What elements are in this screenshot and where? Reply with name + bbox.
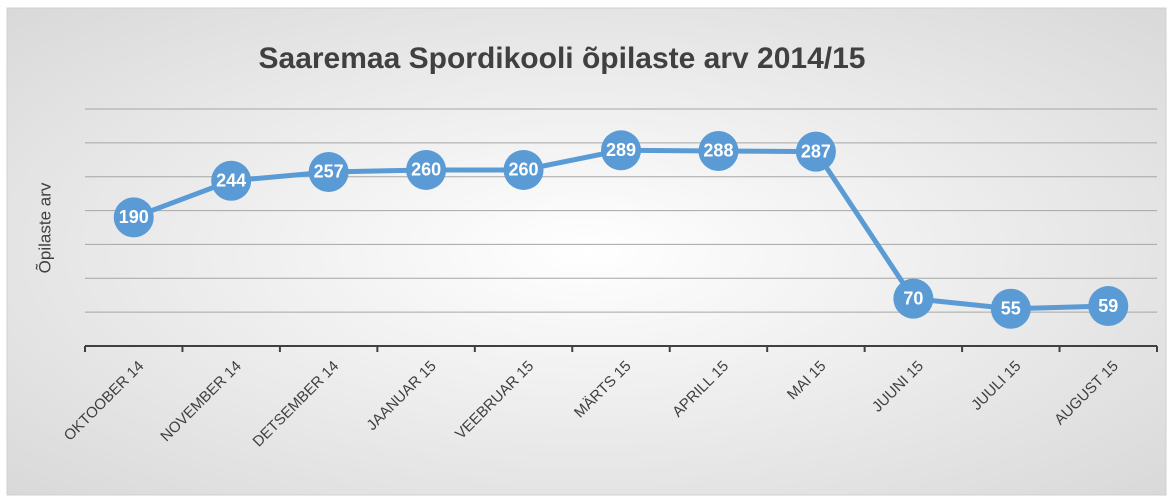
data-point (211, 160, 252, 201)
data-label: 70 (903, 288, 923, 308)
data-label: 287 (801, 141, 831, 161)
data-label: 257 (314, 162, 344, 182)
data-point (503, 149, 544, 190)
data-point (1088, 286, 1129, 327)
data-point (990, 288, 1031, 329)
data-label: 260 (411, 160, 441, 180)
chart-background (6, 7, 1167, 496)
data-point (308, 151, 349, 192)
data-label: 289 (606, 140, 636, 160)
data-point (113, 197, 154, 238)
data-label: 55 (1001, 299, 1021, 319)
data-point (698, 130, 739, 171)
data-label: 260 (509, 160, 539, 180)
data-point (893, 278, 934, 319)
data-label: 190 (119, 207, 149, 227)
data-point (795, 131, 836, 172)
data-label: 59 (1098, 296, 1118, 316)
chart-title: Saaremaa Spordikooli õpilaste arv 2014/1… (259, 42, 866, 75)
data-label: 244 (216, 171, 246, 191)
data-point (406, 149, 447, 190)
data-point (601, 130, 641, 171)
y-axis-label: Õpilaste arv (35, 182, 54, 273)
data-label: 288 (703, 141, 733, 161)
